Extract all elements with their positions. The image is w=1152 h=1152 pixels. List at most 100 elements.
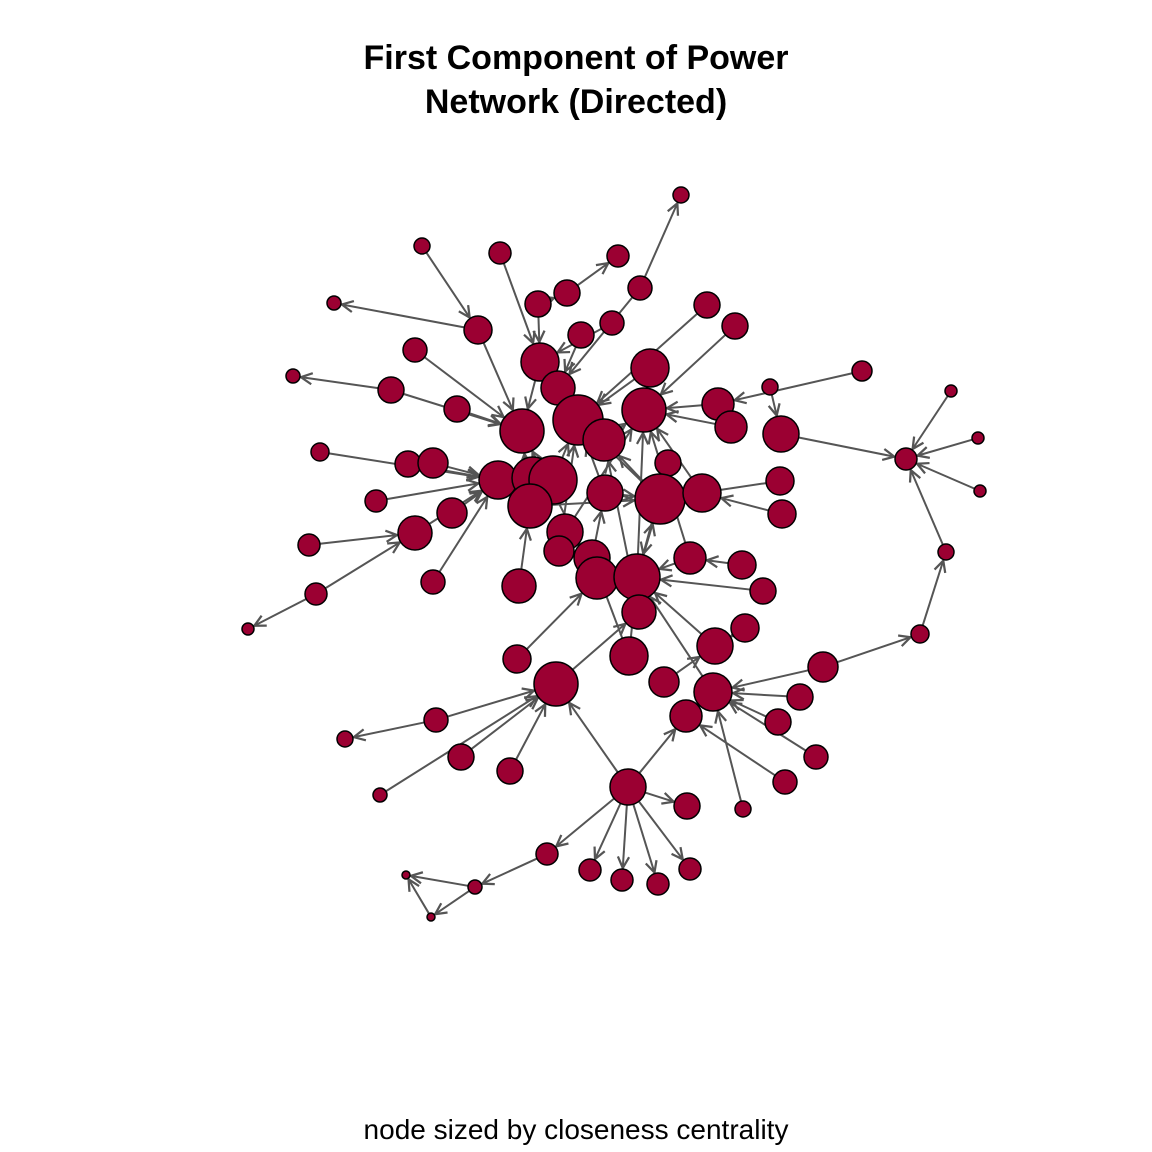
graph-node [630, 348, 670, 388]
graph-node [761, 378, 779, 396]
graph-edge [643, 203, 678, 278]
graph-node [673, 792, 701, 820]
graph-node [582, 418, 626, 462]
graph-node [443, 395, 471, 423]
graph-node [714, 410, 748, 444]
graph-node [721, 312, 749, 340]
graph-node [507, 483, 553, 529]
graph-edge [482, 342, 513, 410]
graph-node [634, 473, 686, 525]
graph-node [851, 360, 873, 382]
graph-edge [632, 803, 654, 872]
graph-node [567, 321, 595, 349]
graph-node [488, 241, 512, 265]
graph-edge [482, 857, 538, 884]
graph-edge [425, 252, 469, 318]
graph-edge [721, 498, 769, 512]
graph-node [613, 553, 661, 601]
graph-edge [921, 561, 944, 626]
graph-node [673, 541, 707, 575]
graph-edge [650, 597, 704, 677]
graph-node [621, 387, 667, 433]
graph-edge [556, 797, 615, 846]
graph-node [467, 879, 483, 895]
graph-edge [911, 470, 944, 546]
graph-node [749, 577, 777, 605]
graph-edge [409, 879, 430, 915]
graph-edge [733, 693, 788, 696]
graph-node [501, 568, 537, 604]
graph-node [803, 744, 829, 770]
graph-edge [913, 395, 949, 449]
graph-node [682, 473, 722, 513]
graph-node [648, 666, 680, 698]
graph-node [730, 613, 760, 643]
graph-node [401, 870, 411, 880]
graph-node [654, 449, 682, 477]
graph-node [807, 651, 839, 683]
graph-node [436, 497, 468, 529]
node-layer [241, 186, 987, 922]
graph-node [520, 342, 560, 382]
graph-edge [569, 703, 619, 773]
graph-edge [565, 346, 577, 372]
graph-node [894, 447, 918, 471]
graph-edge [576, 263, 609, 287]
graph-edge [447, 691, 533, 718]
graph-node [578, 858, 602, 882]
graph-edge [595, 802, 622, 859]
graph-edge [596, 512, 602, 541]
graph-node [586, 474, 624, 512]
graph-node [575, 556, 619, 600]
graph-node [606, 244, 630, 268]
graph-edge [623, 495, 634, 496]
title-line-1: First Component of Power [363, 39, 789, 77]
graph-node [423, 707, 449, 733]
title-line-2: Network (Directed) [424, 83, 728, 121]
graph-node [767, 499, 797, 529]
graph-node [326, 295, 342, 311]
graph-edge [619, 456, 644, 482]
graph-node [944, 384, 958, 398]
graph-edge [918, 438, 973, 456]
graph-node [765, 466, 795, 496]
graph-edge [447, 465, 479, 475]
graph-node [610, 868, 634, 892]
graph-node [285, 368, 301, 384]
graph-node [524, 290, 552, 318]
graph-node [937, 543, 955, 561]
graph-edge [718, 711, 742, 802]
graph-node [727, 550, 757, 580]
graph-edge [342, 304, 465, 329]
graph-node [627, 275, 653, 301]
graph-node [971, 431, 985, 445]
graph-edge [644, 791, 674, 802]
graph-node [463, 315, 493, 345]
graph-edge [319, 535, 397, 545]
graph-edge [798, 436, 895, 457]
graph-edge [655, 593, 703, 635]
graph-node [502, 644, 532, 674]
graph-node [364, 489, 388, 513]
chart-caption: node sized by closeness centrality [363, 1114, 789, 1145]
graph-edge [733, 669, 809, 687]
graph-edge [735, 372, 853, 400]
graph-edge [354, 721, 425, 737]
graph-node [241, 622, 255, 636]
graph-node [621, 594, 657, 630]
graph-node [499, 408, 545, 454]
graph-node [553, 279, 581, 307]
graph-edge [386, 483, 478, 501]
graph-node [609, 636, 649, 676]
graph-edge [463, 492, 482, 506]
graph-node [696, 627, 734, 665]
graph-node [394, 450, 422, 478]
graph-node [420, 569, 446, 595]
graph-edge [502, 262, 533, 343]
graph-edge [562, 444, 568, 459]
graph-node [678, 857, 702, 881]
graph-node [693, 672, 733, 712]
graph-edge [526, 594, 582, 650]
graph-node [533, 661, 579, 707]
graph-edge [700, 725, 776, 777]
